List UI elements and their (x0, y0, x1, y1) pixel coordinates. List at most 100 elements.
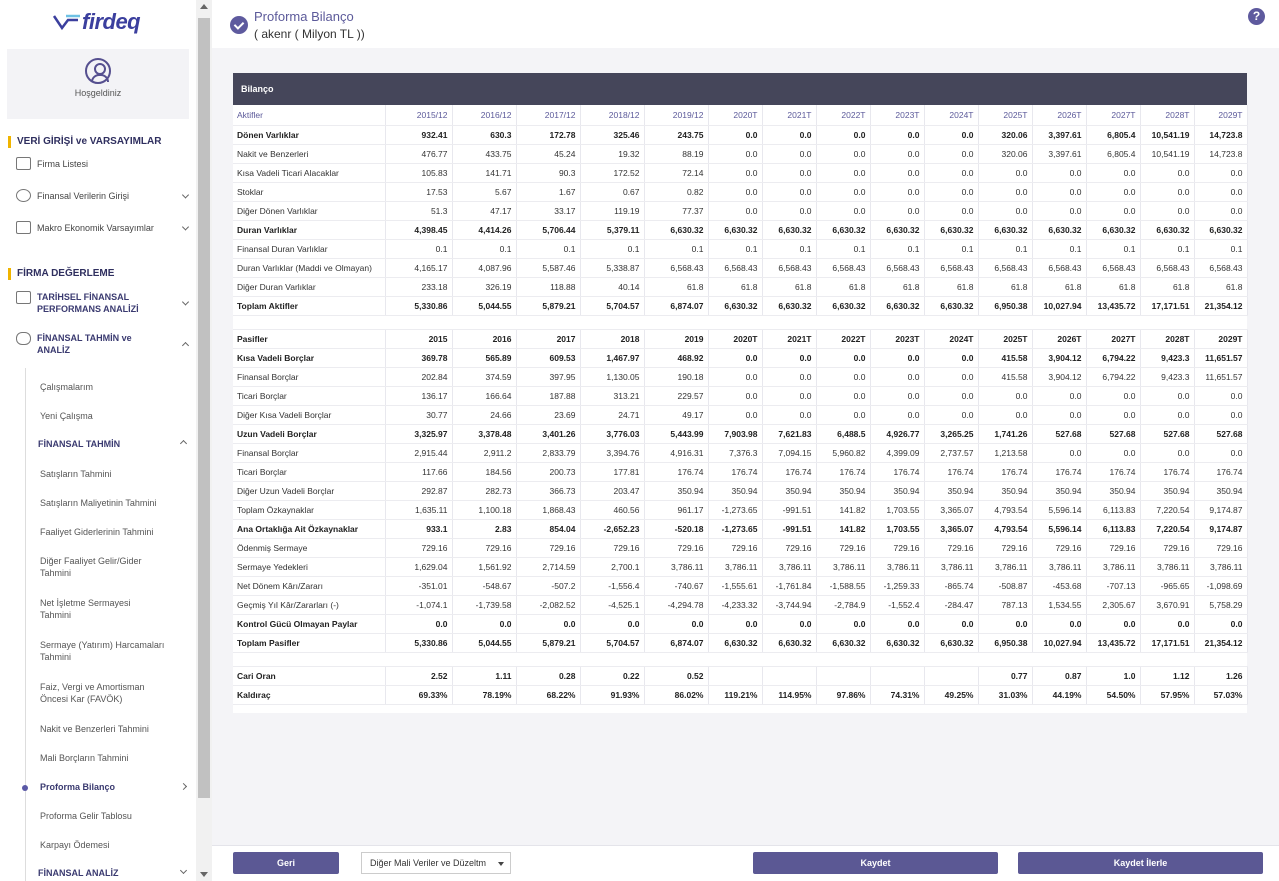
menu-net-isletme[interactable]: Net İşletme Sermayesi Tahmini (40, 597, 190, 621)
value-cell: 2027T (1086, 329, 1141, 349)
value-cell: 1,741.26 (978, 424, 1033, 444)
value-cell: 2018 (580, 329, 645, 349)
menu-proforma-bilanco[interactable]: Proforma Bilanço (40, 782, 116, 792)
menu-nakit-tahmini[interactable]: Nakit ve Benzerleri Tahmini (40, 724, 149, 734)
value-cell: 4,399.09 (870, 443, 925, 463)
value-cell: 184.56 (452, 462, 517, 482)
menu-satis-tahmini[interactable]: Satışların Tahmini (40, 469, 112, 479)
value-cell: 233.18 (385, 277, 453, 297)
user-avatar-icon[interactable] (85, 58, 111, 84)
value-cell: 61.8 (816, 277, 871, 297)
value-cell: -865.74 (924, 576, 979, 596)
value-cell (870, 652, 924, 667)
menu-label: Diğer Faaliyet Gelir/Gider (40, 556, 142, 566)
save-next-button[interactable]: Kaydet İlerle (1018, 852, 1263, 874)
row-label-cell: Cari Oran (233, 666, 386, 686)
menu-mali-borc[interactable]: Mali Borçların Tahmini (40, 753, 129, 763)
value-cell: 3,786.11 (762, 557, 817, 577)
menu-karpayi[interactable]: Karpayı Ödemesi (40, 840, 110, 850)
value-cell: 0.0 (924, 201, 979, 221)
scrollbar-thumb[interactable] (198, 18, 210, 798)
value-cell: 5.67 (452, 182, 517, 202)
value-cell: 0.0 (924, 125, 979, 145)
menu-finansal-tahmin[interactable]: FİNANSAL TAHMİN (38, 439, 121, 449)
sidebar-scrollbar[interactable] (196, 0, 212, 881)
value-cell: 5,879.21 (516, 296, 581, 316)
value-cell: 1,868.43 (516, 500, 581, 520)
value-cell: 433.75 (452, 144, 517, 164)
menu-yeni-calisma[interactable]: Yeni Çalışma (40, 411, 93, 421)
value-cell: 1,629.04 (385, 557, 453, 577)
scroll-up-icon[interactable] (200, 4, 208, 9)
menu-finansal-veri-girisi[interactable]: Finansal Verilerin Girişi (16, 189, 192, 202)
menu-maliyet-tahmini[interactable]: Satışların Maliyetinin Tahmini (40, 498, 157, 508)
value-cell: 5,960.82 (816, 443, 871, 463)
value-cell (870, 666, 925, 686)
value-cell: 97.86% (816, 685, 871, 705)
menu-diger-faaliyet[interactable]: Diğer Faaliyet Gelir/Gider Tahmini (40, 555, 190, 579)
value-cell: 4,398.45 (385, 220, 453, 240)
menu-proforma-gelir[interactable]: Proforma Gelir Tablosu (40, 811, 132, 821)
value-cell: 729.16 (708, 538, 763, 558)
value-cell (762, 652, 816, 667)
value-cell: 0.0 (924, 386, 979, 406)
balance-sheet-table: Aktifler 2015/12 2016/12 2017/12 2018/12 2019… (233, 105, 1248, 705)
menu-tarihsel-performans[interactable]: TARİHSEL FİNANSAL PERFORMANS ANALİZİ (16, 291, 192, 315)
menu-makro-ekonomik[interactable]: Makro Ekonomik Varsayımlar (16, 221, 192, 234)
value-cell: 6,568.43 (978, 258, 1033, 278)
value-cell: 6,630.32 (644, 220, 709, 240)
value-cell: 2,305.67 (1086, 595, 1141, 615)
value-cell: 0.1 (580, 239, 645, 259)
value-cell: 118.88 (516, 277, 581, 297)
value-cell: 397.95 (516, 367, 581, 387)
menu-finansal-tahmin-analiz[interactable]: FİNANSAL TAHMİN ve ANALİZ (16, 332, 192, 356)
menu-favok[interactable]: Faiz, Vergi ve Amortisman Öncesi Kar (FAV… (40, 681, 190, 705)
value-cell: 2015/12 (385, 105, 453, 126)
value-cell: 350.94 (708, 481, 763, 501)
row-label-cell: Toplam Pasifler (233, 633, 386, 653)
value-cell: 6,630.32 (1194, 220, 1248, 240)
value-cell (816, 666, 871, 686)
value-cell: 0.0 (1032, 163, 1087, 183)
save-button[interactable]: Kaydet (753, 852, 998, 874)
section-select[interactable]: Diğer Mali Veriler ve Düzeltm (361, 852, 511, 874)
scroll-down-icon[interactable] (200, 872, 208, 877)
table-row: Cari Oran 2.52 1.11 0.28 0.22 0.52 0.77 0.87 1.0… (233, 666, 1248, 686)
value-cell: 68.22% (516, 685, 581, 705)
menu-firma-listesi[interactable]: Firma Listesi (16, 157, 192, 170)
menu-label: Tahmini (40, 568, 72, 578)
menu-faaliyet-gider[interactable]: Faaliyet Giderlerinin Tahmini (40, 527, 154, 537)
value-cell: 6,568.43 (762, 258, 817, 278)
menu-calismalarim[interactable]: Çalışmalarım (40, 382, 94, 392)
value-cell: 7,094.15 (762, 443, 817, 463)
value-cell: 0.0 (924, 367, 979, 387)
back-button[interactable]: Geri (233, 852, 339, 874)
value-cell: 1.26 (1194, 666, 1248, 686)
firdeq-logo[interactable]: firdeq (52, 8, 141, 36)
card-title: Bilanço (233, 73, 1247, 105)
value-cell: 527.68 (1086, 424, 1141, 444)
menu-sermaye-harcamalari[interactable]: Sermaye (Yatırım) Harcamaları Tahmini (40, 639, 190, 663)
value-cell: 961.17 (644, 500, 709, 520)
value-cell: 0.0 (762, 182, 817, 202)
value-cell: 5,706.44 (516, 220, 581, 240)
value-cell: 1,467.97 (580, 348, 645, 368)
value-cell: 0.52 (644, 666, 709, 686)
value-cell: 5,704.57 (580, 296, 645, 316)
value-cell: 729.16 (924, 538, 979, 558)
value-cell: 0.0 (924, 348, 979, 368)
value-cell: 6,568.43 (816, 258, 871, 278)
value-cell: 0.0 (762, 163, 817, 183)
row-label-cell: Toplam Aktifler (233, 296, 386, 316)
value-cell: 61.8 (1032, 277, 1087, 297)
value-cell: 5,338.87 (580, 258, 645, 278)
value-cell: 3,786.11 (1140, 557, 1195, 577)
value-cell: 5,879.21 (516, 633, 581, 653)
value-cell: 6,568.43 (708, 258, 763, 278)
value-cell: 2022T (816, 329, 871, 349)
page-subtitle: ( akenr ( Milyon TL )) (254, 27, 365, 41)
menu-finansal-analiz[interactable]: FİNANSAL ANALİZ (38, 868, 119, 878)
help-icon[interactable]: ? (1248, 8, 1265, 25)
value-cell: 2025T (978, 105, 1033, 126)
value-cell: 0.1 (1194, 239, 1248, 259)
